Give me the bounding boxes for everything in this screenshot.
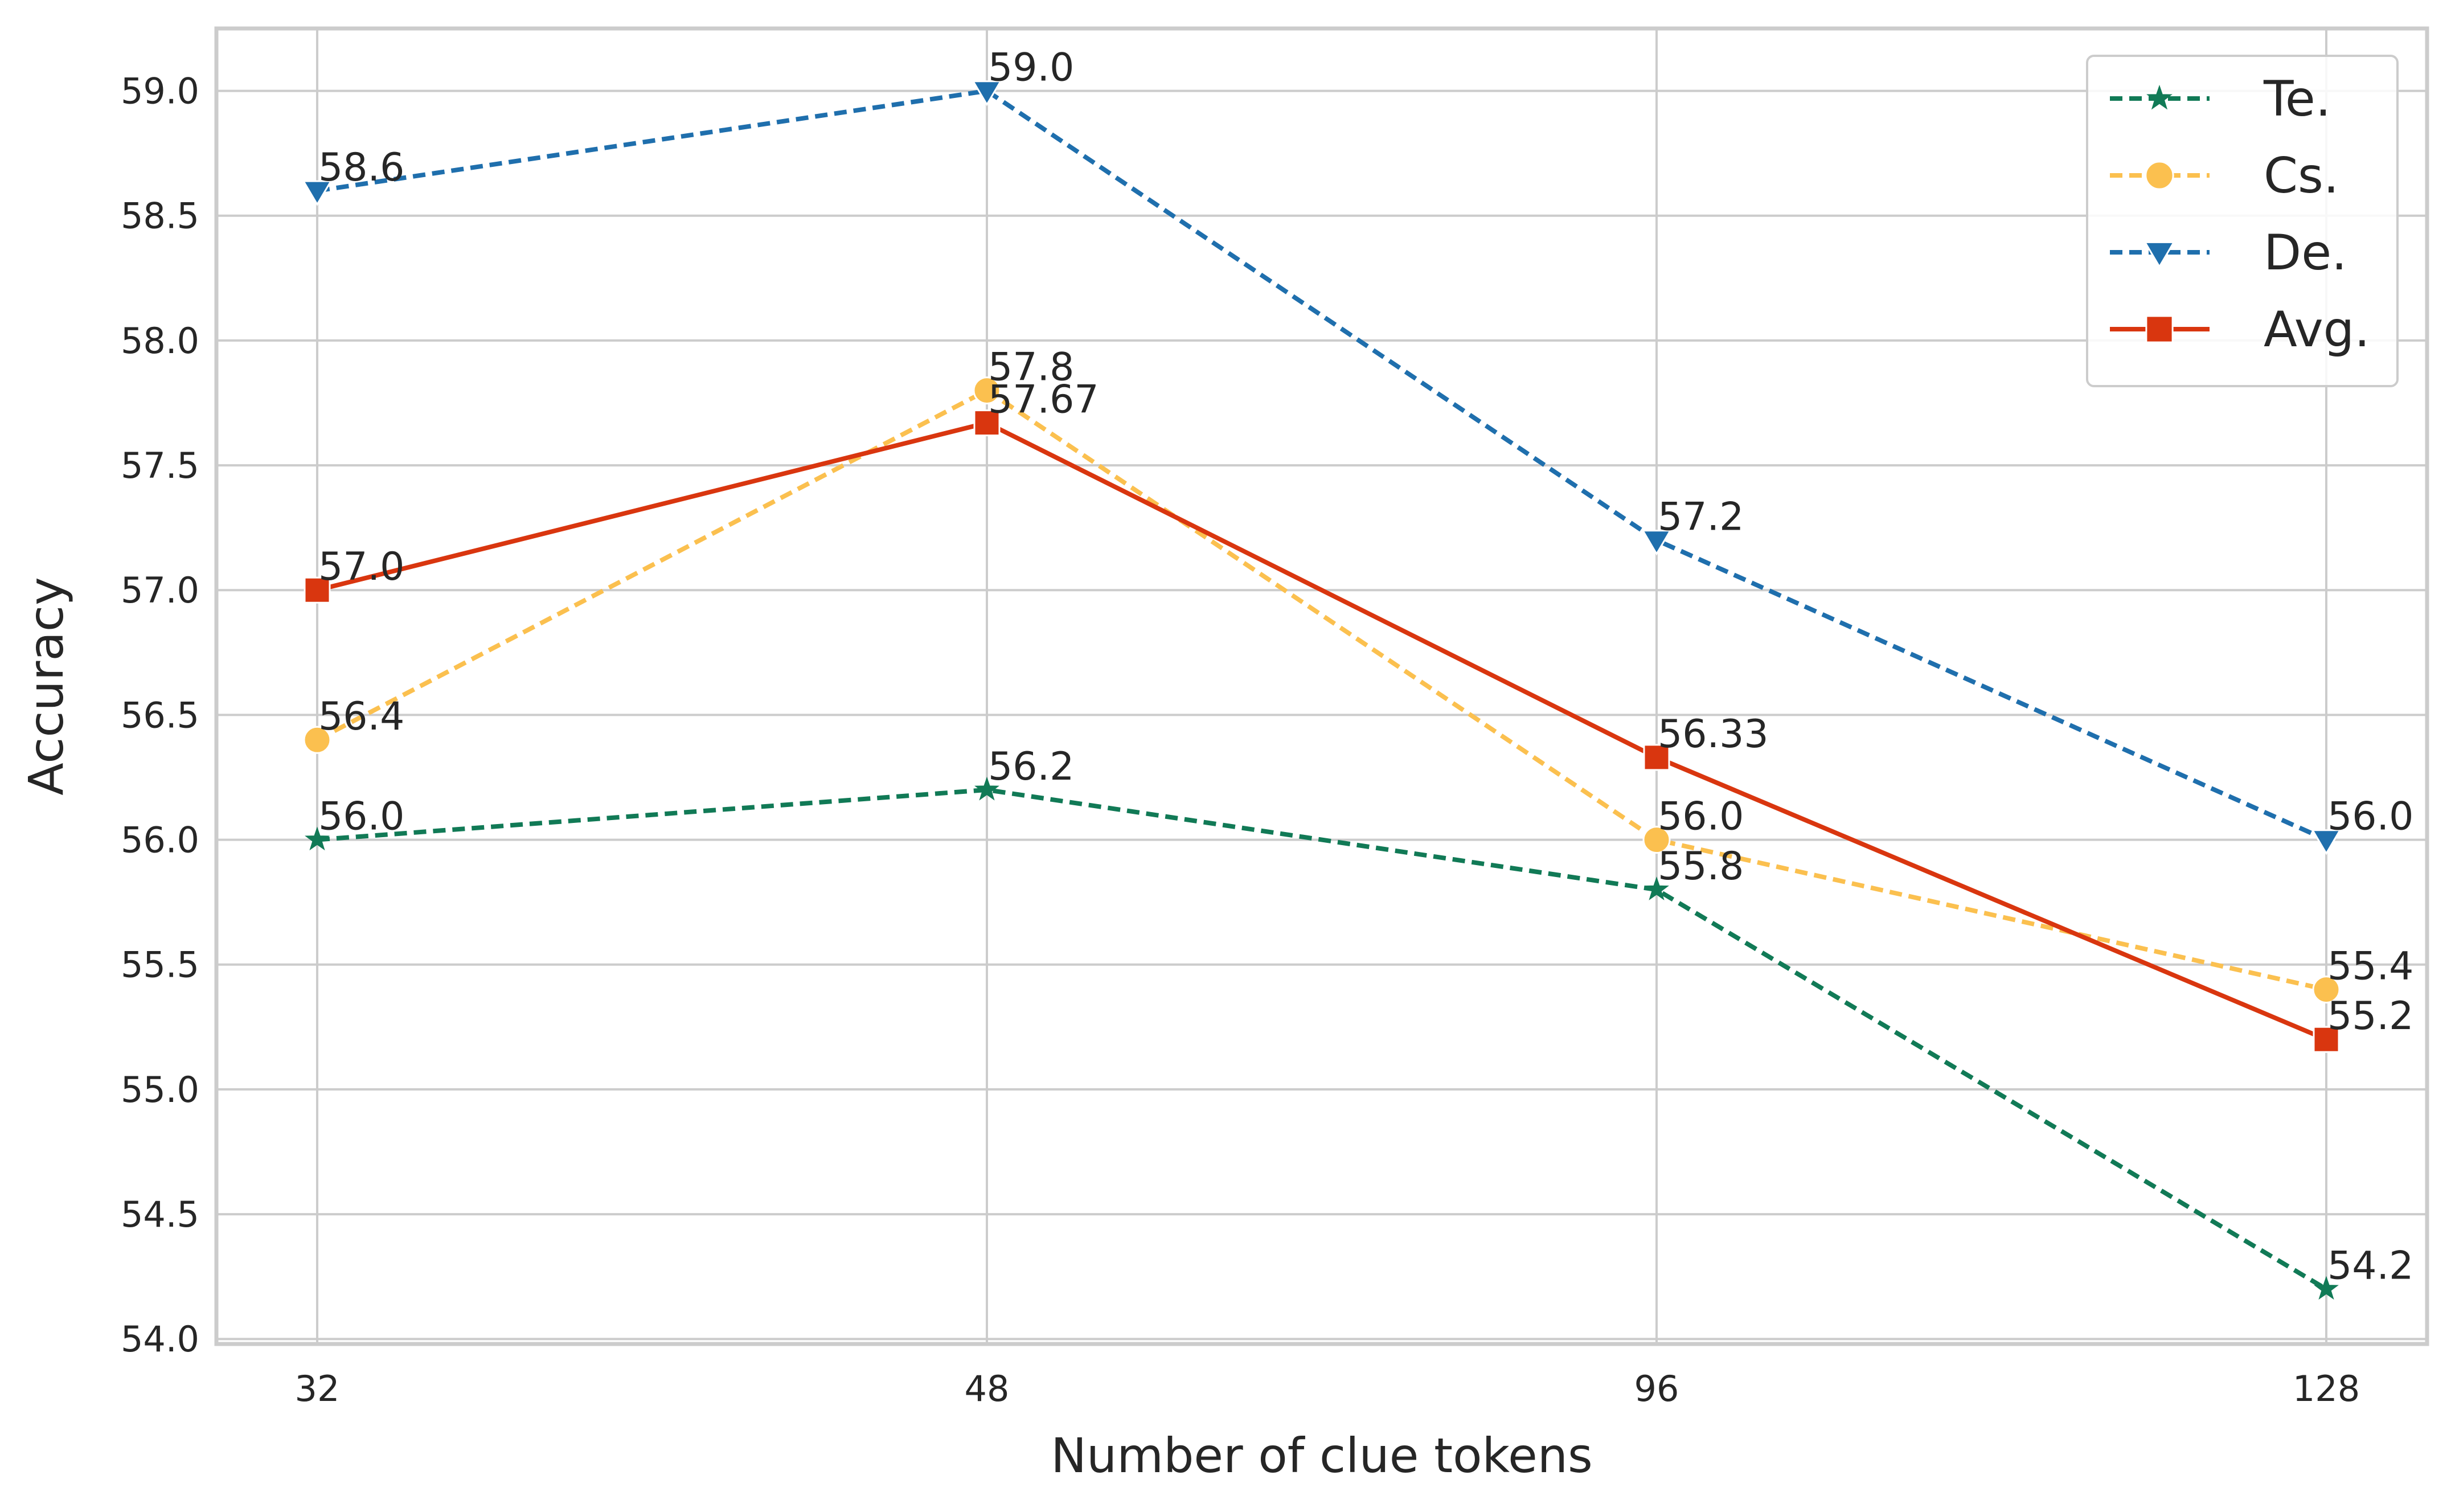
data-label: 57.0	[318, 544, 404, 589]
plot-frame	[214, 26, 2429, 1346]
legend-label: De.	[2264, 224, 2347, 281]
data-label: 56.2	[988, 744, 1074, 789]
y-tick-label: 54.0	[121, 1318, 199, 1360]
data-point	[2313, 1026, 2340, 1053]
series-layer	[302, 80, 2342, 1300]
data-label: 59.0	[988, 46, 1074, 91]
series-2	[302, 80, 2342, 855]
data-point	[303, 726, 331, 754]
legend-box	[2086, 55, 2399, 387]
series-0	[305, 776, 2339, 1300]
data-label: 57.2	[1658, 495, 1744, 540]
data-point	[973, 409, 1001, 437]
y-tick-label: 54.5	[121, 1194, 199, 1235]
y-tick-label: 57.5	[121, 445, 199, 486]
x-tick-label: 32	[295, 1368, 340, 1409]
data-label: 56.4	[318, 694, 404, 739]
data-point	[2314, 1276, 2339, 1300]
series-1	[303, 376, 2341, 1004]
data-label: 54.2	[2327, 1244, 2413, 1289]
series-line	[317, 88, 2327, 842]
data-labels: 56.0 56.2 55.8 54.2 56.4 57.8 56.0 55.4 58.6 59.0…	[318, 46, 2413, 1289]
legend-item: Cs.	[2110, 147, 2339, 204]
x-tick-label: 48	[965, 1368, 1010, 1409]
series-line	[317, 420, 2327, 1042]
series-line	[316, 388, 2327, 992]
legend-label: Te.	[2263, 71, 2331, 128]
data-point	[1644, 876, 1669, 900]
y-tick-label: 56.0	[121, 819, 199, 861]
y-tick-label: 55.5	[121, 944, 199, 986]
x-tick-label: 128	[2293, 1368, 2360, 1409]
legend-item: Avg.	[2110, 301, 2370, 358]
legend-item: Te.	[2110, 71, 2331, 128]
data-label: 56.33	[1658, 712, 1769, 757]
data-label: 56.0	[2327, 794, 2413, 839]
series-line	[317, 787, 2328, 1292]
data-label: 57.8	[988, 345, 1074, 390]
series-3	[304, 409, 2340, 1053]
data-point	[2311, 829, 2342, 855]
y-tick-label: 57.0	[121, 569, 199, 611]
y-tick-labels: 54.0 54.5 55.0 55.5 56.0 56.5 57.0 57.5 58.0 58.5…	[121, 71, 199, 1361]
data-point	[972, 80, 1002, 106]
x-tick-labels: 32 48 96 128	[295, 1368, 2360, 1409]
data-label: 55.4	[2327, 944, 2413, 989]
x-axis-title: Number of clue tokens	[1051, 1428, 1593, 1484]
data-point	[305, 826, 330, 851]
data-label: 56.0	[318, 794, 404, 839]
data-point	[974, 776, 999, 801]
data-point	[1641, 530, 1672, 556]
legend-marker	[2143, 241, 2175, 269]
legend-marker	[2145, 161, 2174, 190]
y-tick-label: 55.0	[121, 1069, 199, 1111]
legend-label: Cs.	[2264, 147, 2339, 204]
legend-label: Avg.	[2264, 301, 2370, 358]
y-tick-label: 58.5	[121, 195, 199, 237]
legend: Te. Cs. De. Avg.	[2086, 55, 2399, 387]
data-point	[1643, 744, 1670, 771]
y-axis-title: Accuracy	[18, 577, 74, 796]
data-label: 56.0	[1658, 794, 1744, 839]
x-tick-label: 96	[1634, 1368, 1679, 1409]
y-tick-label: 56.5	[121, 694, 199, 736]
data-label: 57.67	[988, 378, 1099, 423]
data-point	[2312, 976, 2341, 1004]
data-point	[973, 376, 1001, 405]
y-tick-label: 58.0	[121, 320, 199, 362]
legend-marker	[2146, 84, 2173, 110]
data-point	[1642, 826, 1671, 854]
data-point	[302, 180, 333, 206]
data-label: 55.2	[2327, 994, 2413, 1039]
legend-item: De.	[2110, 224, 2347, 281]
legend-marker	[2145, 315, 2174, 343]
data-label: 55.8	[1658, 844, 1744, 889]
y-tick-label: 59.0	[121, 71, 199, 112]
data-label: 58.6	[318, 145, 404, 190]
data-point	[304, 576, 331, 604]
